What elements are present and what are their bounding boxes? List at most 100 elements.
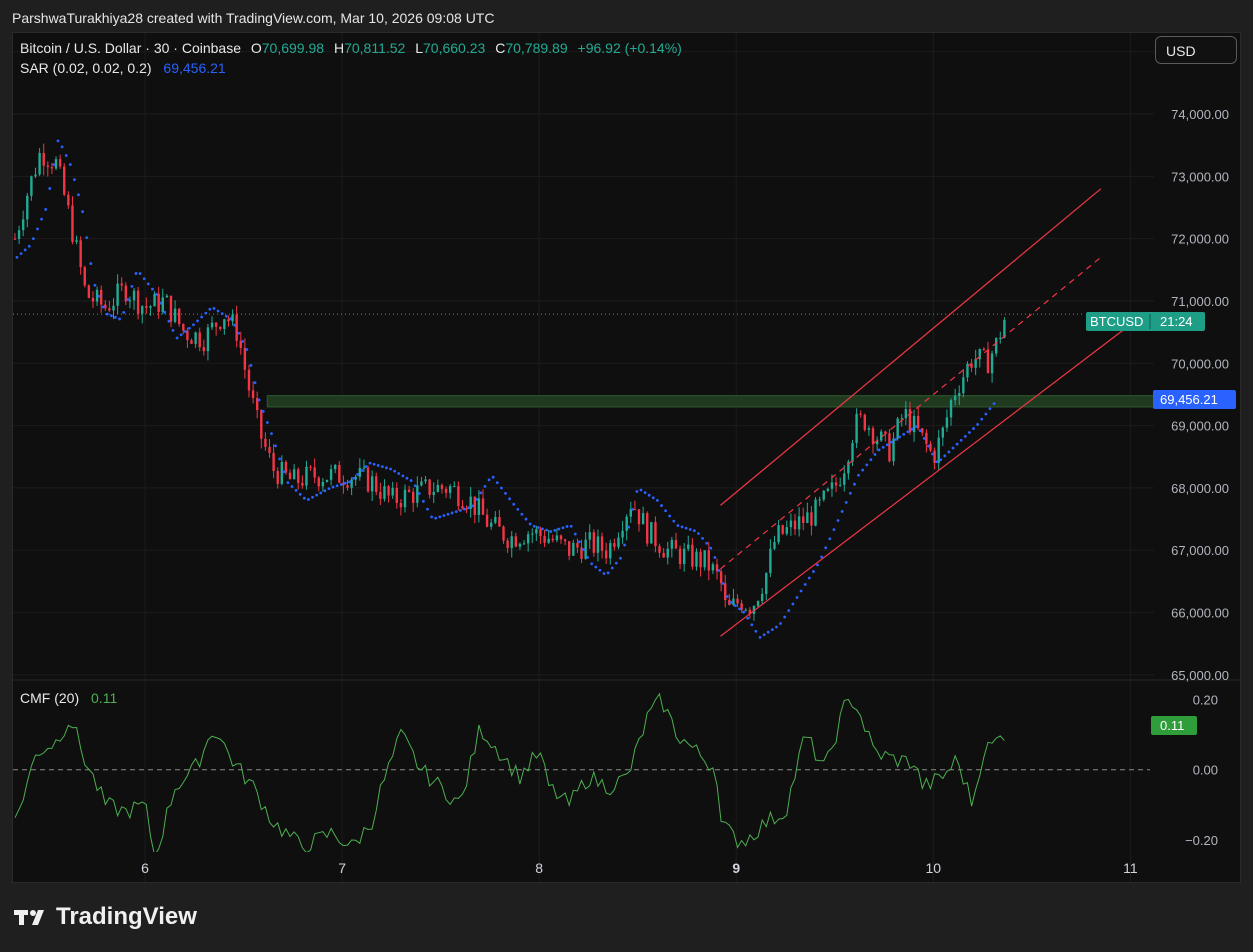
candle-body <box>596 536 600 553</box>
candle-body <box>424 479 427 482</box>
cmf-axis[interactable]: 0.20 0.00 −0.20 <box>1185 693 1218 848</box>
sar-dot <box>992 402 996 405</box>
candle-body <box>514 536 518 547</box>
candle-body <box>847 461 850 474</box>
candle-body <box>662 552 665 558</box>
sar-dot <box>573 532 577 536</box>
cmf-label[interactable]: CMF (20) <box>20 690 79 706</box>
sar-dot <box>294 489 298 492</box>
sar-label[interactable]: SAR (0.02, 0.02, 0.2) <box>20 60 152 76</box>
sar-dot <box>524 517 528 521</box>
channel-mid-line[interactable] <box>720 256 1102 570</box>
sar-dot <box>118 317 121 321</box>
candle-body <box>576 542 579 548</box>
sar-dot <box>89 262 93 265</box>
candle-body <box>297 469 300 483</box>
candle-body <box>506 540 509 549</box>
cmf-line <box>14 692 1005 852</box>
sar-dot <box>631 507 635 511</box>
candle-body <box>46 165 50 168</box>
sar-dot <box>463 507 466 511</box>
candle-body <box>407 489 411 492</box>
candle-body <box>436 484 440 492</box>
candle-body <box>165 295 169 298</box>
sar-dot <box>274 444 277 448</box>
candle-body <box>288 472 292 480</box>
sar-dot <box>734 604 737 608</box>
candle-body <box>711 564 715 571</box>
sar-dot <box>101 305 105 309</box>
candle-body <box>214 322 218 327</box>
candle-body <box>494 516 497 523</box>
time-axis[interactable]: 6 7 8 9 10 11 <box>141 860 1138 876</box>
price-tick-label: 73,000.00 <box>1171 169 1229 184</box>
candle-body <box>855 413 858 444</box>
candle-body <box>678 548 682 564</box>
candle-body <box>674 539 678 549</box>
sar-dot <box>499 486 503 490</box>
candle-body <box>350 479 353 488</box>
sar-dot <box>939 458 943 462</box>
candle-body <box>485 514 489 527</box>
sar-dot <box>397 472 401 475</box>
price-axis[interactable]: 75,000.0074,000.0073,000.0072,000.0071,0… <box>1171 45 1229 683</box>
low-value: 70,660.23 <box>423 40 485 56</box>
support-zone[interactable] <box>266 395 1154 408</box>
candle-body <box>317 477 320 487</box>
chart-panel[interactable] <box>12 32 1241 883</box>
candle-body <box>522 543 526 545</box>
candle-body <box>182 323 185 331</box>
sar-dot <box>241 340 245 343</box>
sar-dot <box>561 526 565 530</box>
currency-button[interactable]: USD <box>1155 36 1237 64</box>
time-tick-label: 8 <box>535 860 543 876</box>
candle-body <box>543 536 546 543</box>
candle-body <box>108 308 111 311</box>
sar-dot <box>204 311 208 315</box>
sar-dot <box>438 515 442 519</box>
symbol-title[interactable]: Bitcoin / U.S. Dollar · 30 · Coinbase <box>20 40 241 56</box>
candle-body <box>724 583 727 600</box>
candle-body <box>531 533 534 535</box>
sar-dot <box>60 145 64 149</box>
trend-channel[interactable] <box>720 188 1131 637</box>
sar-dot <box>327 487 331 491</box>
candle-body <box>42 152 45 166</box>
candle-body <box>933 450 936 463</box>
candle-body <box>186 330 189 341</box>
candle-body <box>789 520 793 528</box>
close-value: 70,789.89 <box>505 40 567 56</box>
candle-body <box>157 293 160 312</box>
sar-dot <box>155 292 158 296</box>
sar-dot <box>81 210 85 214</box>
sar-dot <box>483 484 487 488</box>
sar-dot <box>372 462 376 466</box>
candle-body <box>473 496 476 515</box>
candle-body <box>387 486 390 496</box>
candle-body <box>71 205 74 242</box>
candle-body <box>818 499 821 501</box>
sar-dot <box>282 470 286 474</box>
sar-dot <box>672 519 676 523</box>
price-tick-label: 65,000.00 <box>1171 668 1229 683</box>
sar-dot <box>454 510 458 514</box>
candle-body <box>719 571 723 584</box>
sar-dot <box>623 543 626 547</box>
sar-dot <box>40 217 43 221</box>
candle-body <box>559 535 563 540</box>
candle-body <box>465 508 468 510</box>
sar-dot <box>187 326 191 330</box>
sar-dot <box>836 519 840 522</box>
channel-lower-line[interactable] <box>720 324 1131 637</box>
candle-body <box>941 427 945 438</box>
sar-dot <box>458 508 462 512</box>
sar-dot <box>331 485 335 489</box>
candle-body <box>555 535 559 541</box>
cmf-tag-value: 0.11 <box>1160 718 1184 733</box>
channel-upper-line[interactable] <box>720 188 1102 506</box>
candle-body <box>707 550 710 571</box>
candle-body <box>128 300 132 302</box>
sar-dot <box>126 298 130 301</box>
sar-dot <box>352 476 355 480</box>
